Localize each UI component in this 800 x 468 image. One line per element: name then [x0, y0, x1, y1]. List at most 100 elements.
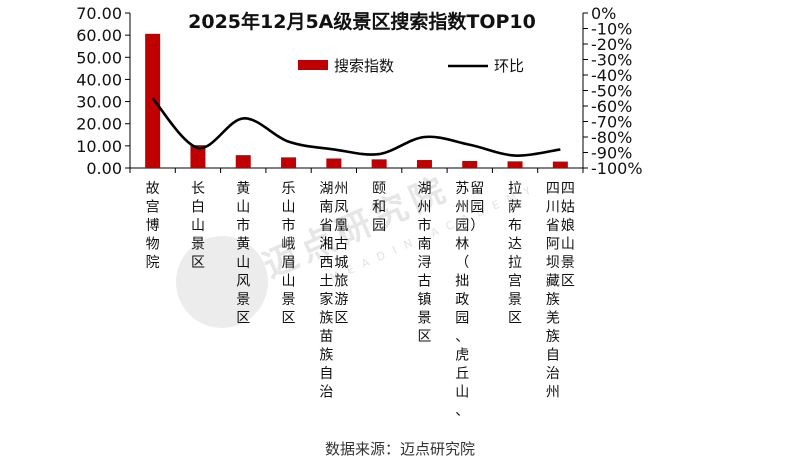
bar: [235, 155, 251, 168]
category-label-char: 黄: [236, 236, 250, 253]
category-label-char: 族: [546, 329, 560, 345]
bar: [416, 160, 432, 168]
line-series: [151, 97, 561, 157]
category-label-char: 山: [191, 218, 205, 234]
category-label-char: 市: [236, 217, 250, 234]
category-label-char: 布: [508, 218, 522, 234]
category-label-char: ）: [470, 218, 484, 234]
category-label-char: 、: [455, 403, 469, 419]
category-label-char: 山: [455, 385, 469, 401]
left-axis-tick-label: 30.00: [76, 93, 122, 112]
category-label-char: 区: [561, 274, 575, 290]
category-label-char: 景: [508, 292, 522, 308]
category-label-char: 娘: [561, 218, 575, 234]
category-label-char: 、: [455, 329, 469, 345]
category-label-char: 达: [508, 237, 522, 253]
right-axis-tick-label: 0%: [591, 4, 616, 23]
category-label-char: 四: [546, 181, 560, 197]
category-label-char: 景: [191, 237, 205, 253]
axes: 0.00 10.00 20.00 30.00 40.00 50.00 60.00 70.00 0…: [76, 4, 642, 178]
category-label-char: 省: [546, 218, 560, 234]
bar: [462, 160, 478, 168]
category-label-char: 留: [470, 181, 484, 197]
category-label-char: 景: [236, 292, 250, 308]
category-label-char: 区: [191, 255, 205, 271]
category-label-char: 苏: [455, 181, 469, 197]
category-label-char: 院: [146, 255, 160, 271]
category-label-char: 西: [319, 255, 333, 271]
source-note: 数据来源：迈点研究院: [325, 440, 475, 458]
category-label-char: 城: [334, 255, 348, 271]
legend-label: 环比: [494, 57, 524, 75]
category-label-char: 家: [319, 291, 333, 308]
category-label-char: 凰: [334, 218, 348, 234]
category-label-char: 南: [319, 200, 333, 216]
category-label-char: 园: [372, 218, 386, 234]
right-axis-tick-label: -40%: [591, 66, 632, 85]
category-label-char: 林: [455, 237, 469, 253]
category-label-char: 宫: [146, 200, 160, 216]
category-label-char: 长: [191, 181, 205, 197]
category-label-char: 浔: [417, 255, 431, 271]
category-label-char: 羌: [546, 311, 560, 327]
category-label-char: 区: [417, 329, 431, 345]
category-label-char: 省: [319, 218, 333, 234]
category-label-char: 州: [417, 200, 431, 216]
category-label-char: 南: [417, 237, 431, 253]
category-label-char: 古: [334, 237, 348, 253]
category-label-char: 凤: [334, 200, 348, 216]
category-label-char: 姑: [561, 200, 575, 216]
left-axis-tick-label: 60.00: [76, 26, 122, 45]
category-label-char: 坝: [546, 255, 560, 271]
category-label-char: 苗: [319, 329, 333, 345]
bars: [145, 33, 568, 168]
category-label-char: 园: [455, 218, 469, 234]
category-label-char: 区: [282, 311, 296, 327]
right-axis-tick-label: -90%: [591, 144, 632, 163]
category-label-char: 拉: [508, 181, 522, 197]
category-label-char: 拙: [455, 274, 469, 290]
category-label-char: 川: [546, 200, 560, 216]
category-label-char: 拉: [508, 255, 522, 271]
bar: [507, 161, 523, 168]
category-label-char: 古: [417, 274, 431, 290]
watermark-logo: [176, 236, 268, 328]
bar: [190, 145, 206, 168]
right-axis-tick-label: -60%: [591, 97, 632, 116]
category-label-char: 峨: [282, 237, 296, 253]
category-label-char: 故: [146, 181, 160, 197]
left-axis-tick-label: 70.00: [76, 4, 122, 23]
category-label-char: 州: [546, 385, 560, 401]
category-label-char: 族: [546, 292, 560, 308]
left-axis-tick-label: 10.00: [76, 137, 122, 156]
legend-swatch-bar: [298, 60, 328, 70]
category-label-char: 风: [236, 274, 250, 290]
category-label-char: 区: [508, 311, 522, 327]
left-axis-tick-label: 20.00: [76, 115, 122, 134]
right-axis-tick-label: -80%: [591, 128, 632, 147]
left-axis-tick-label: 50.00: [76, 48, 122, 67]
category-label-char: 区: [236, 311, 250, 327]
category-label-char: 园: [455, 311, 469, 327]
category-label-char: 山: [236, 255, 250, 271]
bar: [371, 159, 387, 168]
category-label-char: 治: [319, 385, 333, 401]
left-axis-tick-label: 40.00: [76, 70, 122, 89]
category-label-char: 和: [372, 200, 386, 216]
category-label-char: 市: [417, 217, 431, 234]
category-label-char: 山: [561, 237, 575, 253]
category-label-char: 旅: [334, 274, 348, 290]
category-label-char: 州: [334, 181, 348, 197]
category-label-char: 湖: [319, 181, 333, 197]
category-label-char: 乐: [282, 181, 296, 197]
chart-title: 2025年12月5A级景区搜索指数TOP10: [188, 10, 536, 33]
category-label-char: （: [455, 255, 469, 271]
category-label-char: 黄: [236, 180, 250, 197]
right-axis-tick-label: -70%: [591, 113, 632, 132]
category-label-char: 虎: [455, 348, 469, 364]
watermark: 迈点研究院 MEADIN ACADEMY: [176, 168, 541, 328]
category-label-char: 治: [546, 366, 560, 382]
category-label-char: 湘: [319, 237, 333, 253]
category-label-char: 自: [319, 366, 333, 382]
category-label-char: 博: [146, 217, 160, 234]
